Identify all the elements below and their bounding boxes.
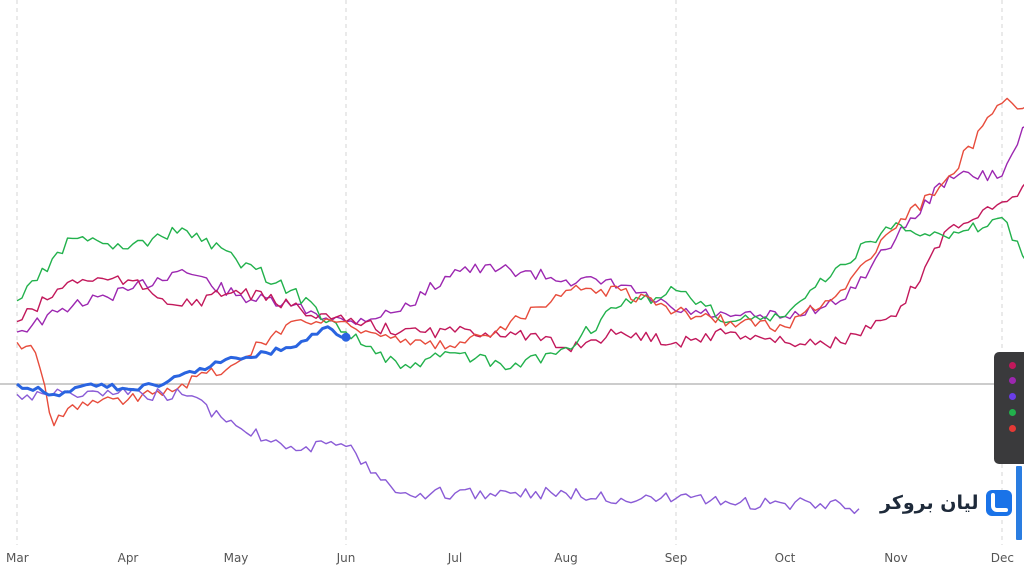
x-tick-label: Oct bbox=[775, 551, 796, 565]
x-tick-label: Sep bbox=[665, 551, 688, 565]
series-line[interactable] bbox=[16, 98, 1024, 333]
series-layer bbox=[16, 97, 1024, 515]
x-tick-label: Jul bbox=[447, 551, 462, 565]
series-line[interactable] bbox=[16, 176, 1024, 353]
x-tick-label: Nov bbox=[884, 551, 907, 565]
legend-dot[interactable] bbox=[1009, 425, 1016, 432]
series-line[interactable] bbox=[16, 97, 1024, 427]
brand-logo-icon bbox=[985, 490, 1012, 516]
x-tick-label: Aug bbox=[554, 551, 577, 565]
x-tick-label: Apr bbox=[118, 551, 139, 565]
legend-dot[interactable] bbox=[1009, 362, 1016, 369]
grid-layer bbox=[0, 0, 1024, 545]
brand-watermark: لیان بروکر bbox=[880, 487, 1013, 519]
x-tick-label: Dec bbox=[991, 551, 1014, 565]
legend-panel[interactable] bbox=[994, 352, 1024, 464]
x-tick-label: Mar bbox=[6, 551, 29, 565]
legend-dot[interactable] bbox=[1009, 393, 1016, 400]
series-line[interactable] bbox=[16, 325, 347, 398]
x-tick-label: May bbox=[224, 551, 249, 565]
series-line[interactable] bbox=[16, 216, 1024, 371]
x-axis: Mar Apr May Jun Jul Aug Sep Oct Nov Dec bbox=[6, 551, 1014, 565]
brand-name: لیان بروکر bbox=[880, 492, 979, 514]
series-line[interactable] bbox=[16, 387, 860, 515]
x-tick-label: Jun bbox=[336, 551, 356, 565]
series-end-marker[interactable] bbox=[341, 332, 351, 342]
legend-dot[interactable] bbox=[1009, 377, 1016, 384]
scrollbar[interactable] bbox=[1016, 466, 1022, 540]
legend-dot[interactable] bbox=[1009, 409, 1016, 416]
